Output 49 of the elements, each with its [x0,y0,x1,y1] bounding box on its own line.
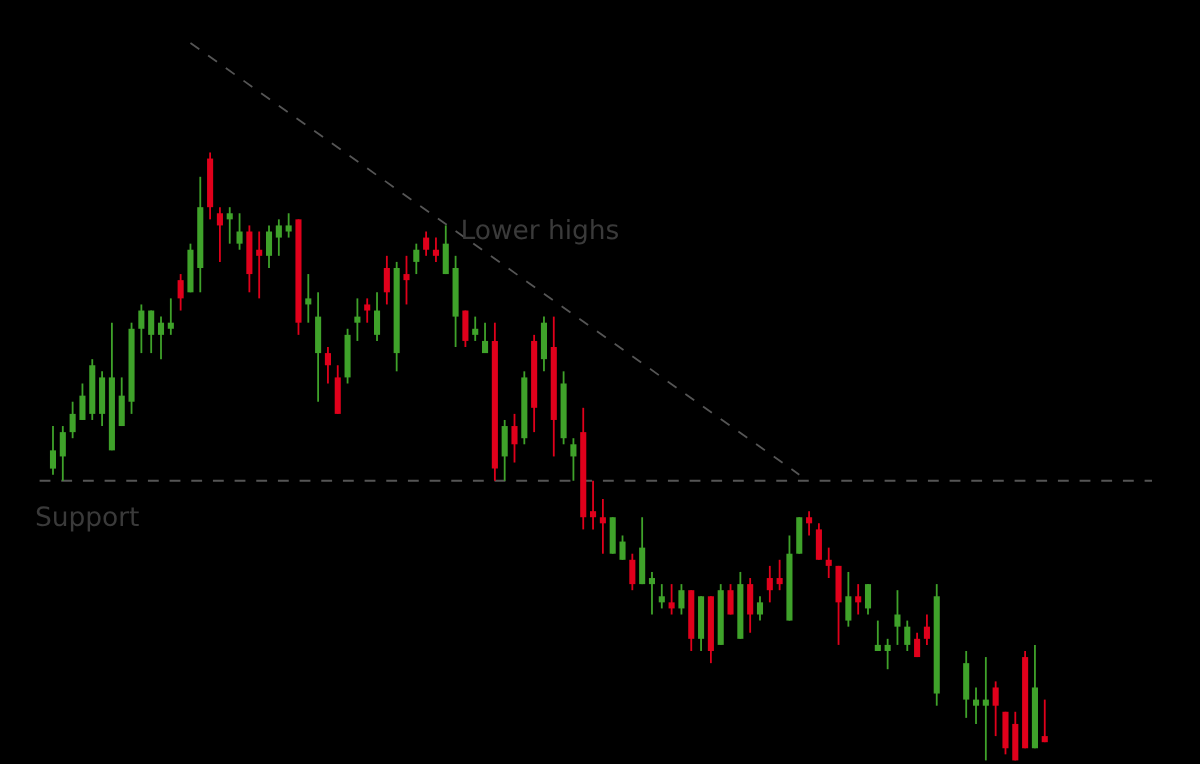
candlestick [285,212,292,239]
candlestick [226,206,233,245]
candlestick [776,558,783,592]
candlestick [324,346,331,385]
candlestick [855,583,862,616]
candlestick [894,589,901,646]
candlestick [511,412,518,464]
candlestick [992,680,999,738]
candlestick [432,236,439,263]
candlestick [305,273,312,324]
candlestick [275,218,282,257]
candlestick [364,297,371,324]
candlestick [138,303,145,354]
candlestick [236,212,243,251]
candlestick [167,297,174,336]
candlestick [756,595,764,622]
ref-line-label: Support [36,506,139,532]
candlestick [884,637,891,671]
candlestick [658,583,665,610]
candlestick [482,321,489,354]
candlestick [177,273,184,312]
candlestick [668,583,675,616]
candlestick [982,656,989,762]
candlestick [69,400,76,440]
candlestick [413,242,420,275]
candlestick [766,564,773,604]
candlestick [825,546,832,579]
candlestick [570,437,577,482]
candlestick [972,686,980,725]
candlestick [423,230,430,257]
candlestick [49,425,57,476]
candlestick [472,315,479,342]
candlestick [354,297,361,342]
candlestick [157,315,165,361]
candlestick [678,583,685,616]
candlestick [216,206,223,263]
candlestick [648,571,656,616]
candlestick [806,510,813,537]
candlestick [874,619,881,652]
candlestick [914,631,921,658]
candlestick [403,254,410,306]
candlestick [590,479,597,531]
candlestick [619,534,626,561]
candlestick [599,498,606,555]
candlestick [904,619,911,652]
candlestick [256,230,263,300]
candlestick [923,613,930,646]
annotation: Lower highs [463,218,619,245]
candlestick [1041,698,1048,744]
